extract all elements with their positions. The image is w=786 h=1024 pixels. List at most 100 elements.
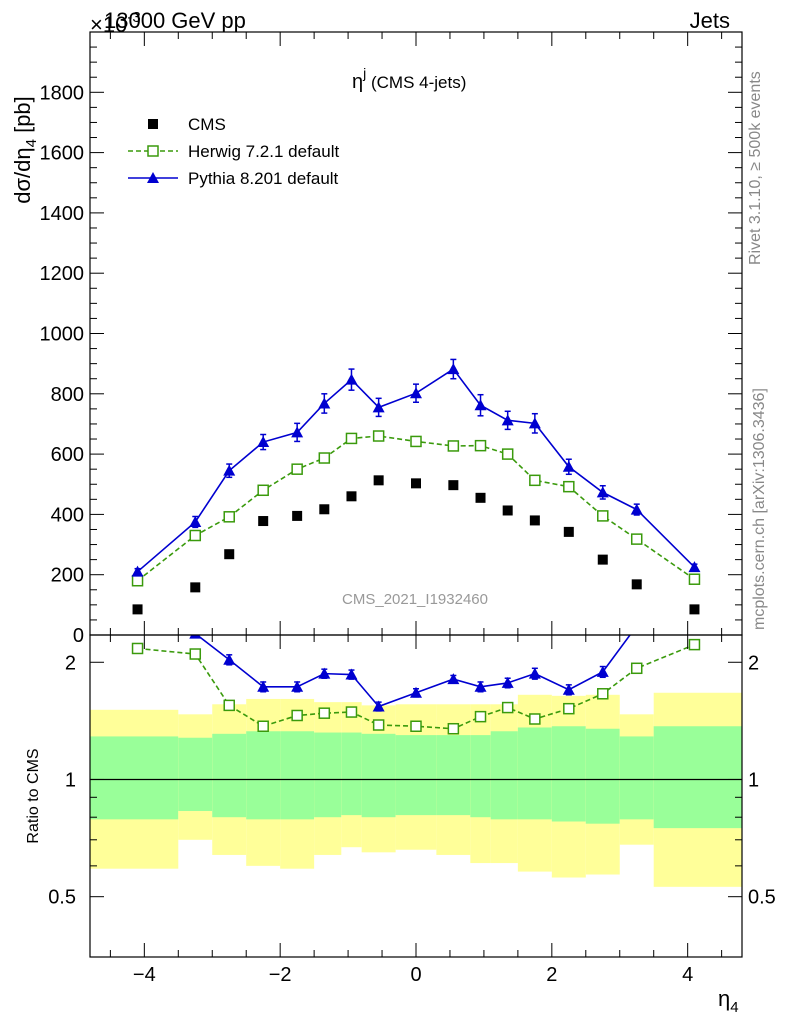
ratio-y-tick-label: 0.5	[48, 887, 76, 909]
legend: CMS Herwig 7.2.1 default Pythia 8.201 defa…	[128, 115, 339, 188]
ratio-band-inner	[490, 731, 518, 820]
ratio-point-pythia	[501, 676, 514, 688]
data-point-pythia	[447, 363, 460, 375]
ratio-band-inner	[212, 733, 247, 818]
data-point-cms	[373, 475, 384, 486]
data-point-cms	[292, 510, 303, 521]
ratio-point-pythia	[410, 686, 422, 698]
energy-label: 13000 GeV pp	[104, 8, 246, 33]
rivet-version-label: Rivet 3.1.10, ≥ 500k events	[747, 71, 764, 265]
ratio-point-pythia	[474, 680, 487, 692]
x-tick-label: 2	[546, 964, 557, 986]
data-point-cms	[631, 579, 642, 590]
data-point-herwig	[372, 430, 385, 442]
data-point-herwig	[345, 432, 358, 445]
ratio-point-pythia	[257, 680, 270, 692]
main-y-tick-label: 800	[51, 384, 84, 406]
legend-marker-cms	[148, 119, 158, 129]
ratio-point-herwig	[529, 713, 541, 725]
ratio-point-herwig	[501, 701, 514, 714]
ratio-band-inner	[395, 735, 437, 816]
data-point-cms	[502, 505, 513, 516]
main-y-tick-label: 600	[51, 444, 84, 466]
data-point-pythia	[345, 373, 358, 385]
main-y-tick-label: 1800	[40, 82, 85, 104]
ratio-data	[131, 620, 701, 735]
data-point-pythia	[474, 399, 487, 411]
data-point-herwig	[189, 529, 202, 542]
ratio-point-herwig	[688, 638, 701, 651]
main-y-tick-label: 0	[73, 625, 84, 647]
main-panel: dσ/dη4 [pb] ηj (CMS 4-jets) 0 200 400 600 80…	[10, 31, 743, 647]
ratio-band-inner	[341, 732, 362, 816]
legend-entry-label: Herwig 7.2.1 default	[188, 142, 339, 161]
ratio-plot-frame	[89, 634, 743, 958]
ratio-point-herwig	[257, 720, 269, 732]
data-point-cms	[224, 549, 235, 560]
data-point-herwig	[563, 480, 575, 493]
ratio-y-tick-label-right: 2	[748, 652, 759, 674]
ratio-point-pythia	[596, 665, 609, 677]
ratio-point-pythia	[562, 683, 575, 695]
ratio-band-inner	[619, 736, 654, 820]
x-axis-label: η4	[718, 986, 739, 1016]
x-tick-label: −2	[269, 964, 292, 986]
ratio-y-tick-label: 1	[65, 769, 76, 791]
ratio-band-inner	[551, 726, 586, 822]
data-point-cms	[132, 604, 143, 615]
main-data	[131, 358, 701, 615]
ratio-point-herwig	[318, 707, 331, 719]
process-label: Jets	[690, 8, 730, 33]
ratio-panel: 0.5 0.5 1 1 2 2 −4 −2 0 2 4 Ratio to CMS η4	[25, 620, 776, 1016]
ratio-point-herwig	[345, 706, 358, 718]
data-point-cms	[319, 504, 330, 515]
x-tick-label: 0	[410, 964, 421, 986]
x-tick-label: 4	[682, 964, 693, 986]
data-point-cms	[475, 492, 486, 503]
ratio-band-inner	[436, 735, 471, 816]
ratio-point-herwig	[410, 720, 422, 732]
ratio-band-inner	[178, 737, 213, 811]
ratio-point-herwig	[291, 709, 303, 722]
data-point-pythia	[410, 387, 422, 399]
ratio-point-herwig	[563, 702, 575, 715]
data-point-cms	[346, 491, 357, 502]
ratio-band-inner	[470, 735, 491, 818]
ratio-point-herwig	[597, 688, 609, 700]
data-point-pythia	[257, 436, 270, 448]
main-y-tick-label: 1200	[40, 263, 85, 285]
ratio-point-herwig	[474, 710, 487, 723]
legend-entry-label: CMS	[188, 115, 226, 134]
data-point-pythia	[131, 565, 144, 577]
ratio-point-pythia	[318, 667, 331, 679]
data-point-cms	[529, 515, 540, 526]
data-point-herwig	[447, 440, 460, 452]
data-point-cms	[190, 582, 201, 593]
ratio-band-inner	[90, 736, 179, 820]
ratio-point-pythia	[132, 621, 144, 632]
mcplots-label: mcplots.cern.ch [arXiv:1306.3436]	[751, 388, 768, 630]
main-plot-title: ηj (CMS 4-jets)	[352, 65, 466, 93]
ratio-point-pythia	[631, 620, 643, 631]
ratio-y-tick-label: 2	[65, 652, 76, 674]
data-point-cms	[448, 480, 459, 491]
ratio-point-herwig	[131, 642, 144, 655]
data-point-pythia	[501, 414, 514, 426]
data-point-pythia	[688, 561, 701, 573]
data-point-cms	[258, 516, 269, 527]
main-y-tick-label: 1000	[40, 324, 85, 346]
data-point-cms	[689, 604, 700, 615]
ratio-ticks: 0.5 0.5 1 1 2 2 −4 −2 0 2 4	[48, 635, 776, 986]
data-point-pythia	[528, 417, 541, 429]
data-point-herwig	[223, 511, 235, 523]
ratio-y-axis-label: Ratio to CMS	[25, 748, 42, 843]
data-point-herwig	[474, 439, 487, 452]
data-point-herwig	[597, 510, 609, 522]
data-point-pythia	[223, 464, 236, 476]
data-point-herwig	[688, 573, 701, 585]
ratio-point-herwig	[372, 719, 385, 731]
ratio-point-pythia	[189, 635, 202, 639]
ratio-band-inner	[585, 728, 620, 824]
exponent-label: ×10-3	[90, 9, 141, 37]
watermark: CMS_2021_I1932460	[342, 591, 488, 608]
